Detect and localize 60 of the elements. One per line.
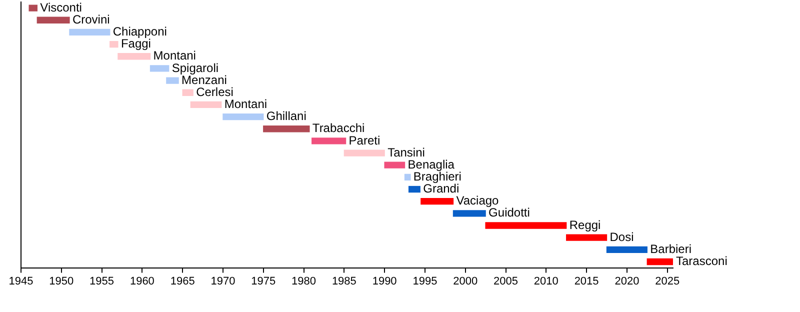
bar [222, 113, 264, 120]
y-tick-label: Tansini [388, 145, 425, 160]
y-tick-label: Montani [224, 97, 268, 112]
x-tick-label: 1995 [412, 275, 438, 288]
y-tick-label: Chiapponi [112, 24, 167, 39]
bar [606, 246, 648, 254]
y-tick-label: Ghillani [266, 109, 306, 124]
bar [420, 198, 454, 205]
y-tick-label: Crovini [72, 12, 110, 26]
bar [566, 234, 608, 241]
bar [485, 222, 567, 229]
bar [182, 89, 194, 96]
y-tick-label: Reggi [569, 218, 601, 232]
bar [36, 16, 70, 24]
y-tick-label: Guidotti [488, 206, 530, 220]
bar [408, 186, 420, 193]
y-tick-label: Braghieri [413, 170, 462, 184]
bar [384, 162, 406, 168]
x-tick-label: 2005 [494, 275, 518, 288]
x-tick-label: 1990 [372, 275, 397, 288]
bar [646, 258, 673, 266]
x-tick-label: 2000 [453, 275, 478, 288]
bar [110, 40, 118, 48]
x-tick-label: 2010 [534, 275, 558, 288]
bar [404, 174, 411, 181]
y-tick-label: Barbieri [650, 242, 692, 256]
y-tick-label: Benaglia [408, 157, 455, 172]
y-tick-label: Montani [153, 48, 196, 63]
y-tick-label: Cerlesi [196, 84, 234, 99]
x-tick-label: 1965 [170, 275, 195, 288]
x-tick-label: 1985 [332, 275, 356, 288]
bar [344, 150, 385, 156]
x-tick-label: 1980 [292, 275, 316, 288]
y-tick-label: Visconti [40, 0, 82, 14]
x-tick-label: 1960 [130, 275, 154, 288]
y-tick-label: Vaciago [456, 194, 500, 208]
x-tick-label: 1975 [251, 275, 276, 288]
bar [28, 4, 38, 12]
bar [166, 77, 179, 84]
bar [452, 210, 486, 217]
y-tick-label: Faggi [120, 36, 151, 51]
x-tick-label: 2015 [574, 275, 599, 288]
y-tick-label: Tarasconi [676, 254, 728, 268]
bar [69, 28, 110, 36]
y-tick-label: Trabacchi [312, 121, 365, 136]
x-tick-label: 1950 [49, 275, 74, 288]
y-tick-label: Pareti [348, 133, 380, 148]
x-tick-label: 1945 [8, 275, 34, 288]
bar [118, 53, 151, 60]
bar [312, 138, 346, 144]
bar [150, 65, 170, 72]
x-tick-label: 2020 [614, 275, 640, 288]
x-tick-label: 2025 [655, 275, 680, 288]
x-tick-label: 1970 [210, 275, 236, 288]
y-tick-label: Dosi [610, 230, 634, 244]
x-tick-label: 1955 [90, 275, 114, 288]
bar [263, 126, 310, 132]
bar [190, 101, 222, 108]
y-tick-label: Spigaroli [172, 60, 219, 75]
y-tick-label: Grandi [423, 182, 460, 196]
